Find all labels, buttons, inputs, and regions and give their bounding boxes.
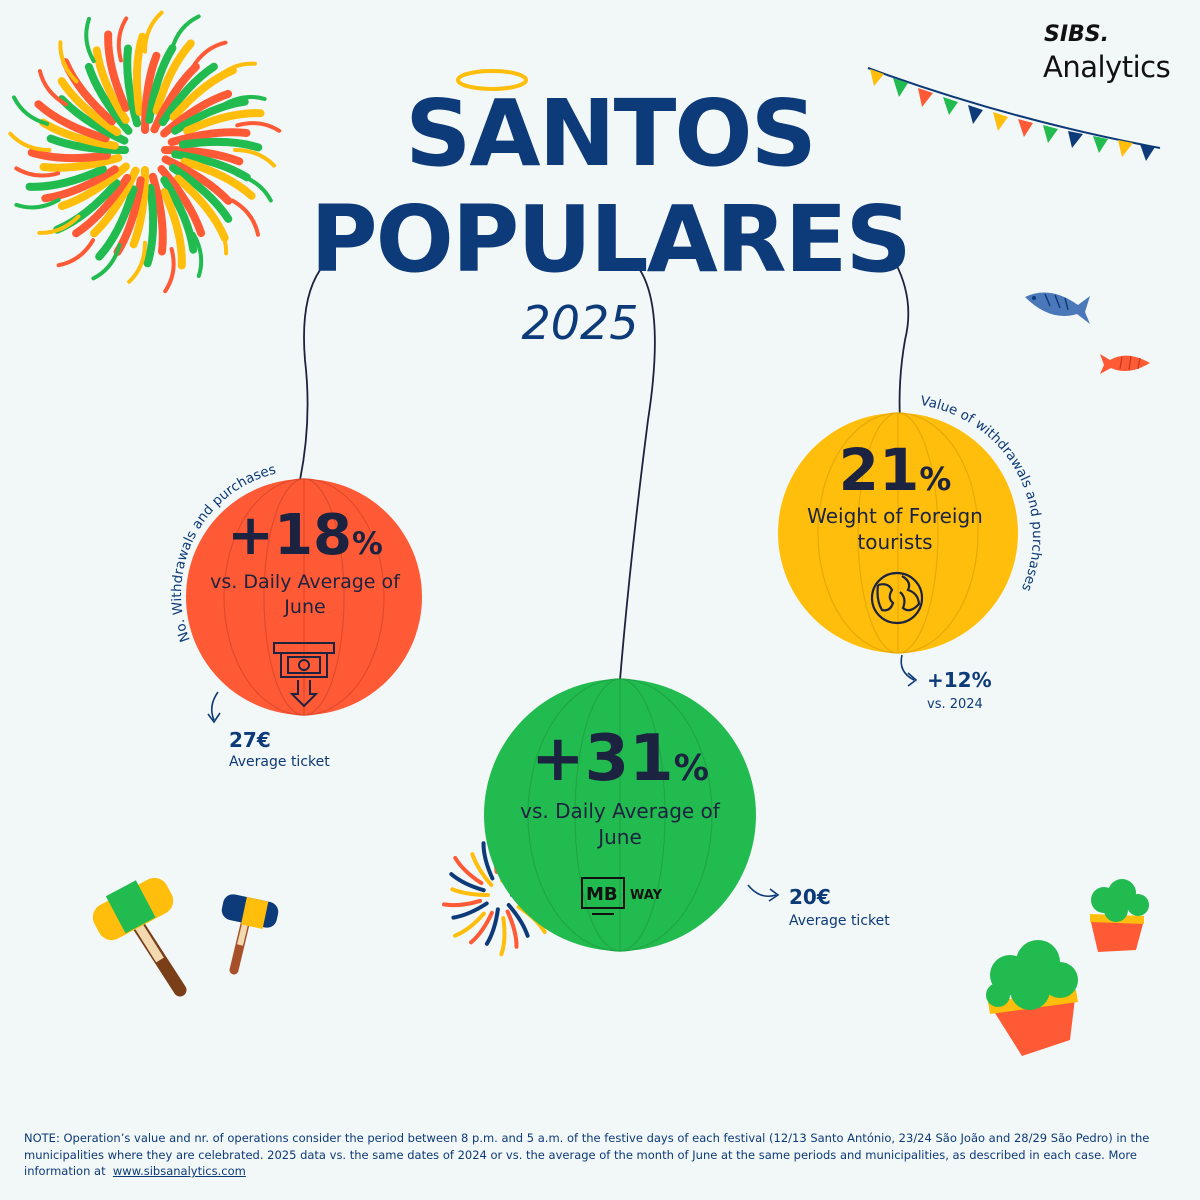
- firework-ray: [145, 13, 162, 52]
- withdrawals-unit: %: [352, 526, 383, 562]
- foreign-value: 21: [839, 436, 920, 504]
- firework-ray: [137, 37, 143, 112]
- firework-ray: [501, 918, 504, 954]
- mallet-icon: [88, 873, 180, 990]
- firework-ray: [148, 188, 154, 263]
- sardine-icon: [1025, 293, 1090, 325]
- firework-ray: [444, 901, 480, 905]
- mallet-small-icon: [220, 892, 280, 970]
- firework-ray: [129, 243, 145, 282]
- withdrawals-percent: +18%: [200, 503, 410, 568]
- footnote-link[interactable]: www.sibsanalytics.com: [113, 1164, 246, 1178]
- withdrawals-side-value: 27€: [229, 728, 271, 752]
- page-title-line2: POPULARES: [300, 186, 920, 293]
- mbway-caption: vs. Daily Average of June: [510, 798, 730, 850]
- mbway-logo-way: WAY: [630, 888, 662, 903]
- page-title-line1: SANTOS: [300, 80, 920, 187]
- firework-ray: [10, 134, 49, 150]
- basil-pot-icon: [986, 940, 1078, 1056]
- firework-ray: [165, 249, 173, 291]
- sardine-red-icon: [1100, 354, 1150, 374]
- brand-product: Analytics: [1043, 50, 1170, 84]
- mbway-unit: %: [674, 748, 709, 789]
- withdrawals-side-label: Average ticket: [229, 754, 330, 770]
- firework-ray: [59, 240, 93, 265]
- brand-logo: SIBS.: [1044, 22, 1109, 47]
- withdrawals-caption: vs. Daily Average of June: [200, 570, 410, 619]
- footnote: NOTE: Operation’s value and nr. of opera…: [24, 1130, 1174, 1180]
- foreign-percent: 21%: [790, 436, 1000, 504]
- mbway-side-label: Average ticket: [789, 913, 890, 929]
- mbway-logo-mb: MB: [586, 884, 618, 905]
- firework-icon: [10, 13, 279, 292]
- firework-ray: [32, 153, 107, 159]
- firework-ray: [233, 201, 258, 235]
- foreign-unit: %: [919, 460, 951, 498]
- basil-pot-small-icon: [1090, 879, 1149, 952]
- mbway-percent: +31%: [500, 722, 740, 796]
- firework-ray: [86, 19, 93, 61]
- firework-ray: [194, 234, 202, 276]
- firework-ray: [508, 912, 517, 947]
- firework-ray: [183, 142, 258, 148]
- mbway-side-value: 20€: [789, 885, 831, 909]
- withdrawals-value: +18: [227, 503, 352, 568]
- foreign-side-value: +12%: [927, 668, 992, 692]
- mbway-value: +31: [531, 722, 674, 796]
- page-year: 2025: [460, 296, 700, 350]
- foreign-caption: Weight of Foreign tourists: [795, 503, 995, 555]
- foreign-side-label: vs. 2024: [927, 697, 983, 712]
- firework-ray: [16, 200, 58, 208]
